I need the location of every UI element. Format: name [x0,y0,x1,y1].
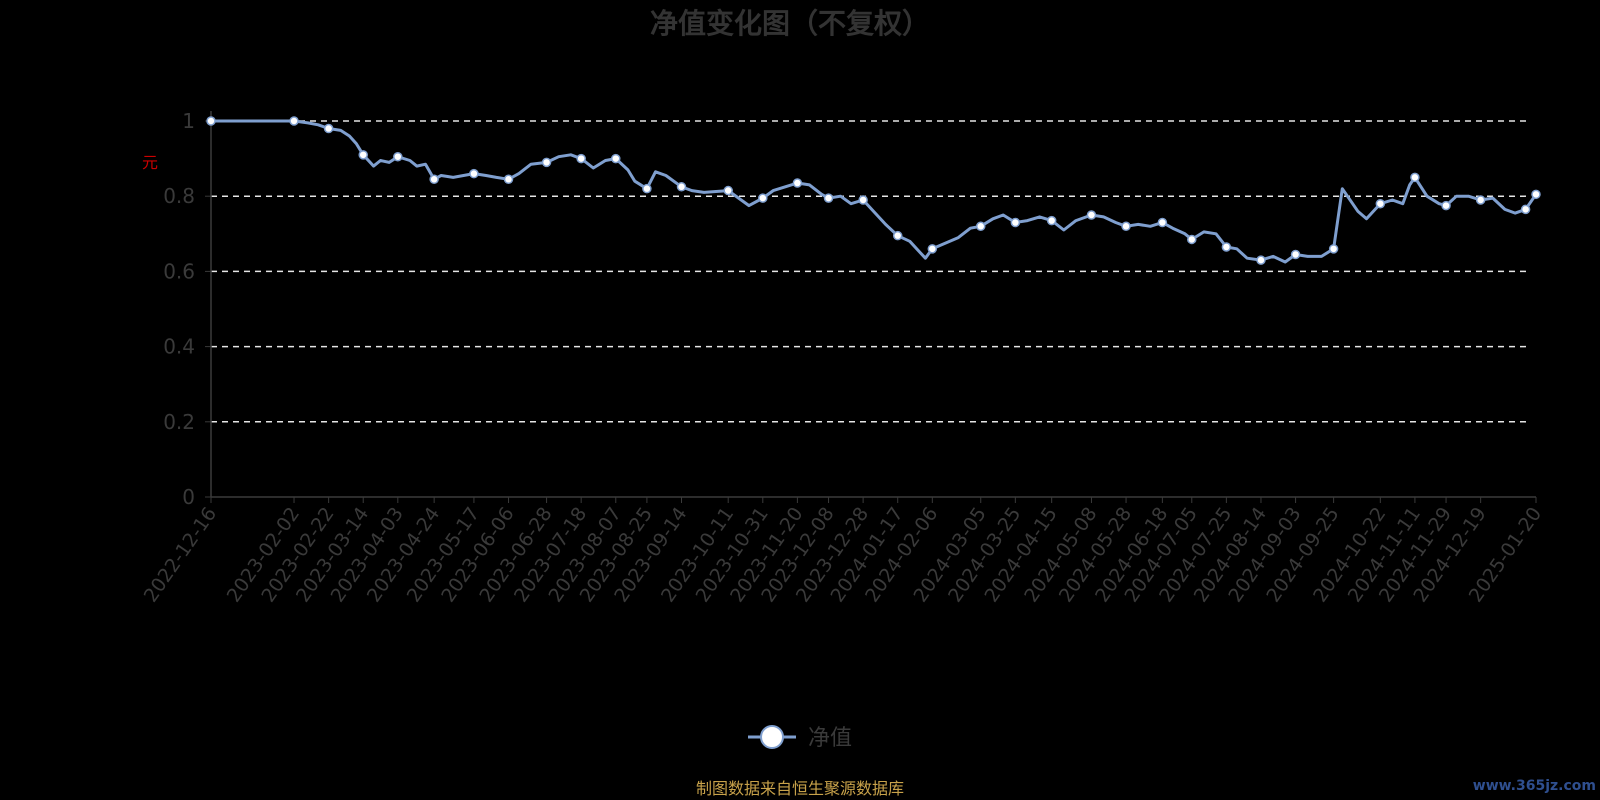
data-point-marker [792,178,803,188]
data-point-marker [393,151,403,162]
series-line-net-value [209,119,1538,264]
data-point-marker [1256,255,1266,265]
y-tick-label: 0.4 [163,335,195,359]
data-point-marker [1520,204,1531,215]
series-net-value [209,119,1538,264]
data-point-marker [676,182,687,192]
data-point-marker [1121,221,1131,232]
data-point-marker [1046,215,1057,226]
data-point-marker [206,116,216,126]
data-point-marker [503,174,514,185]
data-point-marker [1475,195,1486,205]
data-point-marker [927,244,938,254]
x-axis-ticks: 2022-12-16 2023-02-022023-02-222023-03-14… [140,503,1546,606]
data-point-marker [1086,210,1097,220]
data-point-marker [758,193,768,203]
data-point-marker [1410,172,1420,183]
data-point-marker [429,174,439,185]
legend-label-net-value: 净值 [808,726,852,751]
data-point-marker [576,153,586,164]
data-point-marker [1157,217,1168,228]
data-point-marker [1010,217,1021,228]
legend-marker-swatch [760,725,784,749]
data-point-marker [358,150,368,160]
data-point-marker [323,123,334,134]
legend[interactable]: 净值 [748,725,852,751]
data-point-marker [1290,249,1301,260]
data-point-marker [1187,234,1197,245]
y-tick-label: 0.6 [163,259,195,283]
data-point-marker [823,193,834,203]
data-point-marker [1328,244,1339,254]
chart-title: 净值变化图（不复权） [650,7,930,40]
data-point-marker [1375,198,1386,209]
data-point-marker [469,168,479,179]
y-axis-ticks: 0 0.2 0.4 0.6 0.8 1 [163,109,195,509]
y-tick-label: 0.8 [163,184,195,208]
data-point-marker [1221,242,1232,252]
data-point-marker [723,185,733,196]
site-watermark: www.365jz.com [1473,778,1596,794]
series-markers [206,116,1541,265]
y-tick-label: 0 [182,485,195,509]
data-point-marker [1441,200,1451,211]
y-tick-label: 0.2 [163,410,195,434]
axes [205,111,1537,503]
data-point-marker [541,157,552,168]
data-point-marker [1531,189,1541,200]
data-point-marker [289,116,299,126]
data-point-marker [892,230,903,241]
data-point-marker [975,221,986,232]
y-tick-label: 1 [182,109,195,133]
data-source-note: 制图数据来自恒生聚源数据库 [696,779,904,798]
data-point-marker [611,153,621,164]
gridlines [211,120,1530,423]
data-point-marker [858,195,868,205]
x-tick-label: 2022-12-16 [140,503,221,606]
y-unit-mark: 元 [142,153,158,172]
data-point-marker [642,183,652,194]
